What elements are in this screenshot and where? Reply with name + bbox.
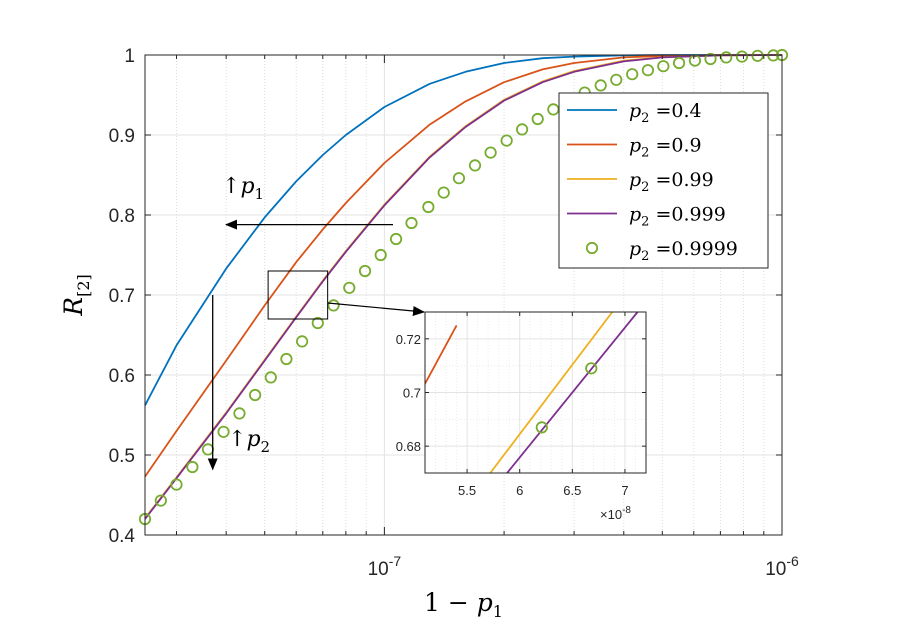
series-marker [405, 216, 418, 230]
series-marker [594, 79, 607, 92]
series-marker [217, 425, 230, 438]
legend-swatch [585, 241, 599, 255]
zoom-pointer-arrow [327, 302, 425, 316]
legend-entry-label: p2 =0.999 [629, 204, 726, 230]
legend-entry-label: p2 =0.9999 [629, 238, 738, 264]
x-tick-label: 10-7 [368, 553, 402, 580]
series-marker [186, 460, 199, 474]
inset-ticks: 5.5 6 6.5 7 0.68 0.7 0.72 ×10-8 [396, 312, 646, 522]
inset-x-tick-label: 6.5 [563, 483, 581, 498]
ticks: 0.4 0.5 0.6 0.7 0.8 0.9 1 10-7 10-6 [109, 46, 799, 580]
series-marker [170, 478, 183, 491]
series-marker [389, 232, 403, 246]
series-marker [154, 494, 167, 507]
series-line-2 [144, 54, 782, 478]
series-marker [468, 159, 482, 172]
series-marker [641, 64, 655, 77]
series-marker [327, 299, 340, 312]
series-marker [264, 371, 277, 384]
inset-x-tick-label: 7 [621, 483, 628, 498]
series-marker [296, 335, 309, 348]
series-marker [311, 316, 324, 330]
series-marker [704, 52, 717, 66]
inset-x-tick-label: 5.5 [458, 483, 476, 498]
inset-series-line [506, 312, 639, 473]
series-marker [233, 407, 246, 420]
inset-y-tick-label: 0.7 [403, 386, 421, 401]
series-marker [422, 200, 435, 214]
series-group [138, 48, 789, 526]
inset-y-tick-label: 0.72 [396, 332, 421, 347]
inset-marker [585, 362, 598, 375]
series-marker [672, 56, 686, 70]
series-marker [374, 248, 387, 262]
annotations: ↑p1 ↑p2 [207, 174, 425, 471]
y-tick-label: 0.5 [109, 446, 135, 467]
y-tick-label: 0.6 [109, 366, 135, 387]
series-marker [531, 112, 544, 126]
series-marker [720, 51, 733, 64]
series-marker [280, 352, 293, 366]
series-marker [343, 281, 356, 294]
y-tick-label: 0.4 [109, 526, 136, 547]
series-marker [500, 134, 513, 147]
p1-annotation: ↑p1 [222, 174, 264, 203]
series-marker [249, 388, 262, 402]
y-tick-label: 1 [124, 46, 135, 67]
inset-y-tick-label: 0.68 [396, 439, 421, 454]
legend-entry-label: p2 =0.4 [629, 100, 702, 126]
legend: p2 =0.4 p2 =0.9 p2 =0.99 p2 =0.999 p2 =0.999… [558, 92, 769, 269]
y-tick-label: 0.9 [109, 126, 135, 147]
x-axis-label: 1 − p1 [424, 588, 503, 621]
inset-series [425, 312, 639, 473]
legend-entry-label: p2 =0.99 [629, 169, 714, 195]
inset-x-multiplier: ×10-8 [600, 505, 631, 522]
series-marker [751, 49, 764, 62]
x-tick-label: 10-6 [765, 553, 799, 580]
p2-annotation: ↑p2 [228, 427, 270, 456]
series-line-4 [144, 54, 783, 520]
y-tick-label: 0.7 [109, 286, 135, 307]
series-marker [626, 68, 639, 81]
series-marker [358, 264, 372, 278]
y-axis-label: R[2] [59, 274, 93, 317]
legend-box [558, 92, 769, 269]
series-marker [657, 60, 670, 73]
series-marker [610, 73, 623, 86]
inset-marker [535, 421, 548, 434]
inset-series-line [489, 312, 614, 473]
series-marker [437, 186, 450, 199]
inset-series-line [425, 324, 458, 386]
series-marker [516, 123, 529, 136]
inset-x-tick-label: 6 [516, 483, 523, 498]
y-tick-label: 0.8 [109, 206, 135, 227]
series-marker [452, 172, 466, 185]
inset-axes: 5.5 6 6.5 7 0.68 0.7 0.72 ×10-8 [396, 311, 647, 522]
legend-entry-label: p2 =0.9 [629, 135, 702, 161]
series-marker [484, 146, 497, 159]
zoom-box [267, 270, 329, 320]
series-marker [735, 50, 749, 63]
